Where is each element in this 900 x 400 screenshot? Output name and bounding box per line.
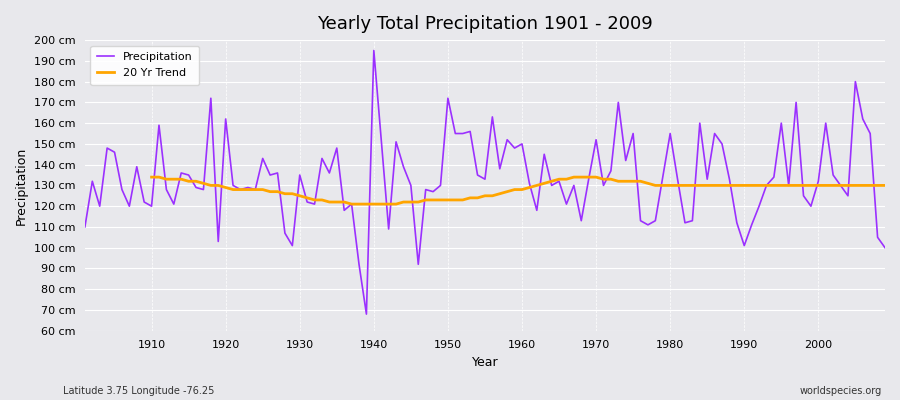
Text: Latitude 3.75 Longitude -76.25: Latitude 3.75 Longitude -76.25 [63, 386, 214, 396]
Title: Yearly Total Precipitation 1901 - 2009: Yearly Total Precipitation 1901 - 2009 [317, 15, 652, 33]
Line: 20 Yr Trend: 20 Yr Trend [151, 177, 885, 204]
20 Yr Trend [879, 183, 890, 188]
Text: worldspecies.org: worldspecies.org [800, 386, 882, 396]
20 Yr Trend [828, 183, 839, 188]
Line: Precipitation: Precipitation [85, 50, 885, 314]
20 Yr Trend [346, 202, 357, 206]
Legend: Precipitation, 20 Yr Trend: Precipitation, 20 Yr Trend [91, 46, 199, 85]
Precipitation [139, 200, 149, 204]
20 Yr Trend [590, 175, 601, 180]
20 Yr Trend [317, 198, 328, 202]
Precipitation [524, 181, 535, 186]
Precipitation [302, 200, 312, 204]
Precipitation [368, 48, 379, 53]
Y-axis label: Precipitation: Precipitation [15, 146, 28, 224]
20 Yr Trend [287, 191, 298, 196]
20 Yr Trend [850, 183, 860, 188]
Precipitation [531, 208, 542, 213]
Precipitation [346, 202, 357, 206]
Precipitation [79, 224, 90, 229]
20 Yr Trend [531, 183, 542, 188]
Precipitation [879, 245, 890, 250]
X-axis label: Year: Year [472, 356, 499, 369]
20 Yr Trend [146, 175, 157, 180]
Precipitation [620, 158, 631, 163]
Precipitation [361, 312, 372, 316]
